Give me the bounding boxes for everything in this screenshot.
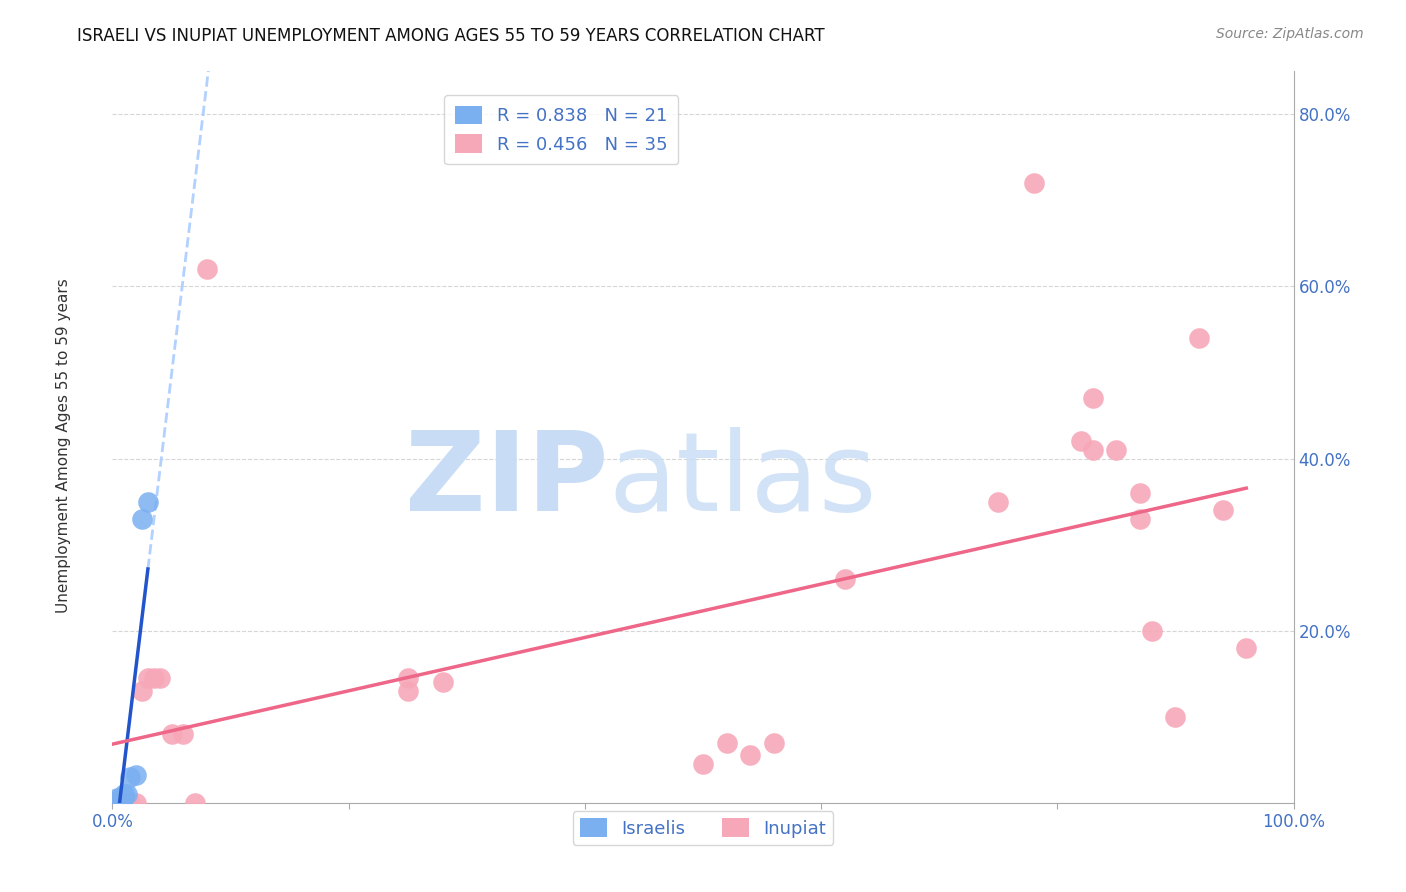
Point bbox=[112, 791, 135, 805]
Point bbox=[112, 789, 135, 803]
Text: atlas: atlas bbox=[609, 427, 877, 534]
Point bbox=[111, 796, 134, 810]
Point bbox=[1234, 640, 1257, 655]
Point bbox=[762, 735, 785, 749]
Point bbox=[142, 671, 165, 685]
Point bbox=[111, 791, 134, 805]
Point bbox=[125, 796, 148, 810]
Point bbox=[115, 787, 138, 801]
Point bbox=[111, 796, 134, 810]
Text: Source: ZipAtlas.com: Source: ZipAtlas.com bbox=[1216, 27, 1364, 41]
Point bbox=[149, 671, 172, 685]
Point bbox=[108, 791, 131, 805]
Legend: Israelis, Inupiat: Israelis, Inupiat bbox=[572, 811, 834, 845]
Point bbox=[184, 796, 207, 810]
Point bbox=[1129, 512, 1152, 526]
Point bbox=[112, 787, 135, 801]
Point bbox=[834, 572, 856, 586]
Point bbox=[396, 671, 419, 685]
Point bbox=[740, 748, 762, 763]
Point bbox=[1140, 624, 1163, 638]
Point bbox=[1081, 392, 1104, 406]
Point bbox=[1105, 442, 1128, 457]
Point bbox=[1022, 176, 1045, 190]
Point bbox=[105, 791, 128, 805]
Point bbox=[107, 793, 129, 807]
Point bbox=[120, 796, 142, 810]
Point bbox=[987, 494, 1010, 508]
Text: ZIP: ZIP bbox=[405, 427, 609, 534]
Point bbox=[105, 796, 128, 810]
Point bbox=[107, 796, 129, 810]
Point bbox=[110, 793, 132, 807]
Point bbox=[1164, 710, 1187, 724]
Point bbox=[131, 684, 153, 698]
Point bbox=[112, 796, 135, 810]
Point bbox=[131, 512, 153, 526]
Point bbox=[125, 768, 148, 782]
Point bbox=[105, 796, 128, 810]
Point bbox=[115, 796, 138, 810]
Point bbox=[160, 727, 183, 741]
Text: ISRAELI VS INUPIAT UNEMPLOYMENT AMONG AGES 55 TO 59 YEARS CORRELATION CHART: ISRAELI VS INUPIAT UNEMPLOYMENT AMONG AG… bbox=[77, 27, 825, 45]
Point bbox=[101, 796, 124, 810]
Point bbox=[716, 735, 738, 749]
Point bbox=[1081, 442, 1104, 457]
Point bbox=[104, 796, 127, 810]
Point bbox=[396, 684, 419, 698]
Point bbox=[692, 757, 714, 772]
Point bbox=[108, 796, 131, 810]
Point bbox=[120, 770, 142, 784]
Point bbox=[136, 671, 159, 685]
Point bbox=[1070, 434, 1092, 449]
Point bbox=[1188, 331, 1211, 345]
Point bbox=[1129, 486, 1152, 500]
Point bbox=[432, 675, 454, 690]
Point bbox=[107, 796, 129, 810]
Point bbox=[1212, 503, 1234, 517]
Point bbox=[136, 494, 159, 508]
Point bbox=[110, 796, 132, 810]
Point bbox=[195, 262, 218, 277]
Point bbox=[172, 727, 194, 741]
Text: Unemployment Among Ages 55 to 59 years: Unemployment Among Ages 55 to 59 years bbox=[56, 278, 70, 614]
